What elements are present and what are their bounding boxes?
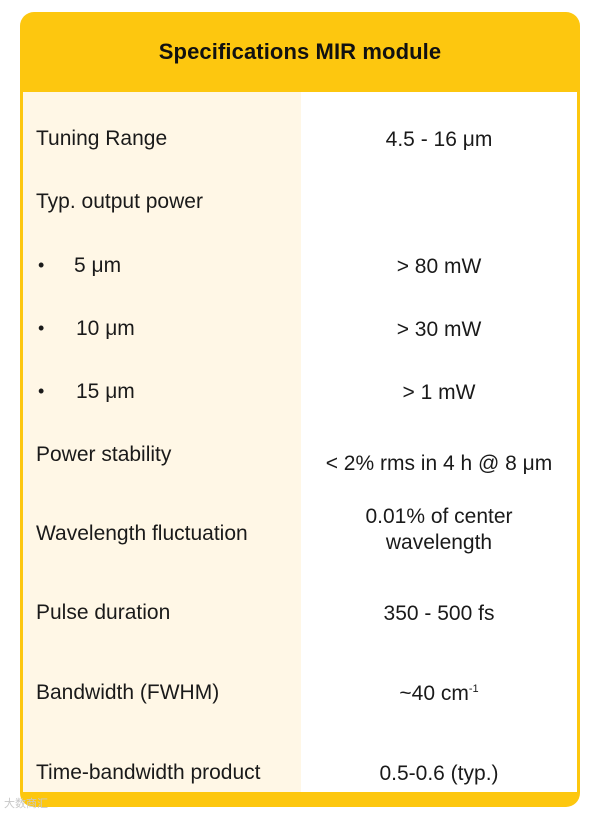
spec-value-exponent: -1 bbox=[468, 683, 479, 695]
spec-value: > 1 mW bbox=[402, 381, 476, 404]
spec-label: Wavelength fluctuation bbox=[36, 522, 248, 545]
spec-value: ~40 cm-1 bbox=[301, 681, 577, 707]
spec-table: Tuning Range 4.5 - 16 μm Typ. output pow… bbox=[23, 92, 577, 792]
spec-value: > 30 mW bbox=[396, 318, 482, 341]
spec-label: Time-bandwidth product bbox=[36, 761, 261, 784]
spec-card: Specifications MIR module Tuning Range 4… bbox=[20, 12, 580, 807]
table-header: Specifications MIR module bbox=[20, 12, 580, 92]
bullet-marker: • bbox=[38, 381, 45, 401]
bullet-marker: • bbox=[38, 318, 45, 338]
spec-value-text: ~40 cm bbox=[399, 682, 469, 705]
table-title: Specifications MIR module bbox=[158, 39, 442, 64]
label-column bbox=[23, 92, 301, 792]
watermark: 大数商汇 bbox=[4, 797, 48, 810]
spec-value: 4.5 - 16 μm bbox=[385, 128, 493, 151]
spec-value: 0.5-0.6 (typ.) bbox=[379, 762, 499, 785]
spec-value-line: wavelength bbox=[385, 531, 493, 554]
spec-label: Tuning Range bbox=[36, 127, 168, 150]
spec-label: 10 μm bbox=[76, 317, 135, 340]
spec-label: 15 μm bbox=[76, 380, 135, 403]
spec-label: Bandwidth (FWHM) bbox=[36, 681, 220, 704]
bullet-marker: • bbox=[38, 255, 45, 275]
spec-label: Power stability bbox=[36, 443, 172, 466]
spec-value: < 2% rms in 4 h @ 8 μm bbox=[325, 452, 553, 475]
spec-label: Pulse duration bbox=[36, 601, 171, 624]
spec-value: > 80 mW bbox=[396, 255, 482, 278]
spec-value-line: 0.01% of center bbox=[365, 505, 513, 528]
spec-label: 5 μm bbox=[74, 254, 122, 277]
spec-label: Typ. output power bbox=[36, 190, 203, 213]
spec-value: 350 - 500 fs bbox=[383, 602, 495, 625]
spec-value: 0.01% of center wavelength bbox=[301, 504, 577, 556]
